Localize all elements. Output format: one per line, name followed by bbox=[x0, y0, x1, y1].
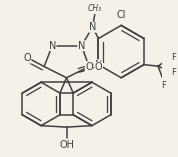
Text: N: N bbox=[89, 22, 96, 32]
Text: Cl: Cl bbox=[116, 10, 126, 20]
Text: N: N bbox=[49, 41, 56, 51]
Text: F: F bbox=[172, 68, 176, 77]
Text: F: F bbox=[162, 81, 166, 90]
Text: O: O bbox=[23, 53, 31, 63]
Text: F: F bbox=[171, 53, 176, 62]
Text: CH₃: CH₃ bbox=[88, 4, 102, 13]
Text: N: N bbox=[95, 60, 102, 70]
Text: O: O bbox=[85, 62, 93, 72]
Text: N: N bbox=[78, 41, 85, 51]
Text: OH: OH bbox=[59, 140, 74, 150]
Text: O: O bbox=[95, 62, 103, 72]
